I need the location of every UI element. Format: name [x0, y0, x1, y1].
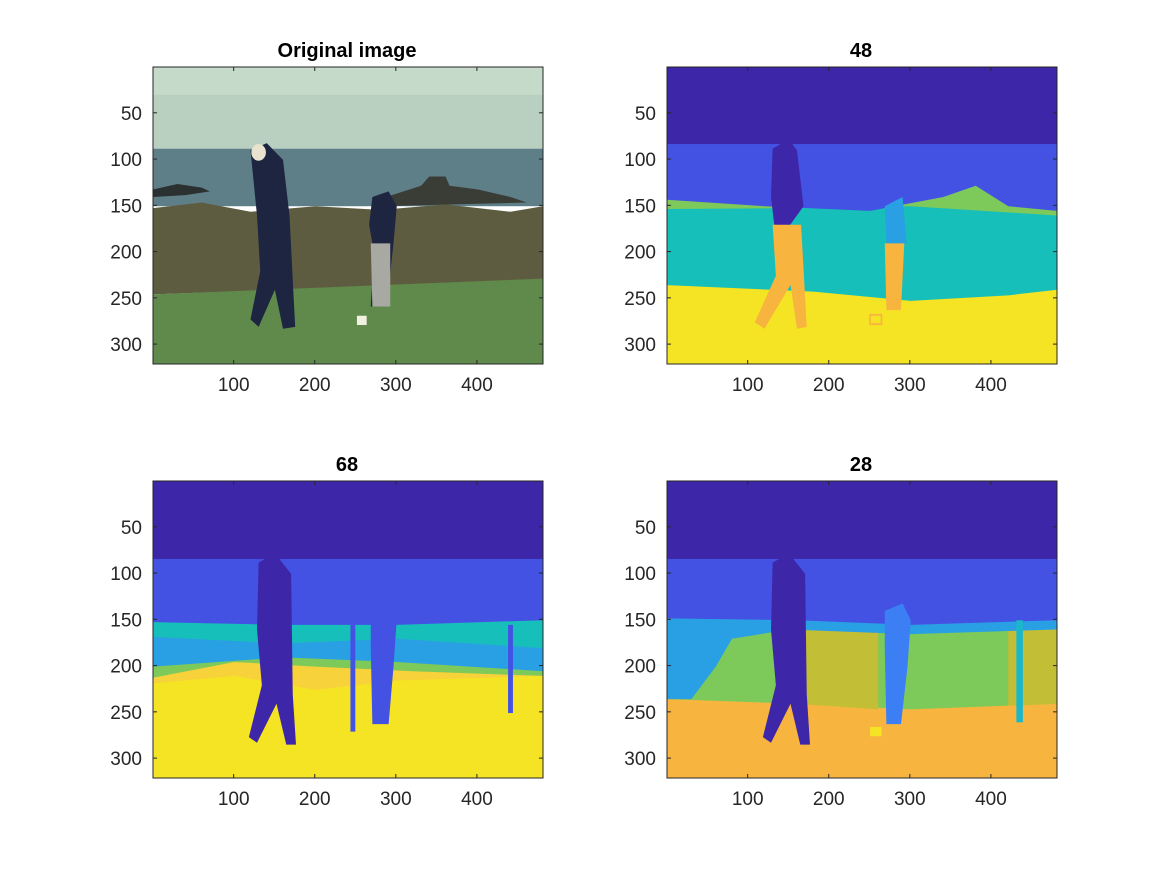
x-tick-label: 100 [218, 789, 250, 810]
seg-region-sky [667, 481, 1057, 559]
x-tick-label: 200 [813, 789, 845, 810]
axes-box [152, 480, 544, 779]
axes-box [666, 480, 1058, 779]
x-tick-label: 400 [975, 375, 1007, 396]
panel-seg-68: 68 100 200 300 400 50 100 150 200 250 300 [110, 454, 544, 810]
y-tick-label: 300 [624, 335, 656, 356]
x-tick-label: 200 [813, 375, 845, 396]
image-area [153, 67, 543, 364]
seg-pole [350, 620, 356, 732]
panel-seg-28: 28 100 200 300 400 50 100 150 200 250 300 [624, 454, 1058, 810]
y-tick-label: 300 [110, 749, 142, 770]
seg-golfer [762, 553, 810, 745]
y-tick-label: 200 [624, 243, 656, 264]
photo-spectator-legs [370, 243, 391, 307]
y-tick-label: 250 [624, 703, 656, 724]
panel-seg-48: 48 100 200 300 400 50 100 150 200 250 300 [624, 40, 1058, 396]
y-tick-label: 250 [110, 289, 142, 310]
image-area [667, 67, 1057, 364]
image-area [153, 481, 543, 778]
seg-spectator [884, 603, 911, 725]
y-tick-label: 100 [110, 564, 142, 585]
segmentation-image [153, 481, 543, 778]
panel-title: 48 [850, 40, 872, 62]
seg-region-olive-right [1008, 629, 1057, 706]
segmentation-image [667, 67, 1057, 364]
seg-region-sky [667, 67, 1057, 145]
seg-post [508, 624, 513, 714]
image-area [667, 481, 1057, 778]
photo-shrubs [153, 202, 543, 295]
x-tick-label: 100 [732, 375, 764, 396]
photo-golfer [250, 143, 296, 329]
y-tick-label: 100 [110, 150, 142, 171]
seg-golfer-upper [771, 139, 804, 227]
y-tick-label: 150 [110, 196, 142, 217]
x-tick-label: 300 [894, 375, 926, 396]
panel-title: 68 [336, 454, 358, 476]
seg-ball-marker [870, 726, 882, 737]
photo-rocks-left [153, 183, 210, 197]
photo-sky-upper [153, 67, 543, 95]
y-tick-label: 250 [110, 703, 142, 724]
y-tick-label: 50 [121, 518, 142, 539]
x-tick-label: 300 [380, 375, 412, 396]
x-tick-label: 400 [975, 789, 1007, 810]
y-tick-label: 200 [624, 657, 656, 678]
seg-ball-marker [869, 313, 883, 326]
panel-original-image: Original image 100 200 300 400 50 100 150 200 25… [110, 40, 544, 396]
segmentation-image [667, 481, 1057, 778]
seg-spectator [370, 597, 397, 725]
seg-region-sky [153, 481, 543, 559]
y-tick-label: 150 [624, 610, 656, 631]
y-tick-label: 100 [624, 150, 656, 171]
x-tick-label: 300 [894, 789, 926, 810]
y-tick-label: 100 [624, 564, 656, 585]
panel-title: 28 [850, 454, 872, 476]
y-tick-label: 200 [110, 657, 142, 678]
x-tick-label: 100 [732, 789, 764, 810]
seg-golfer-legs [754, 224, 807, 329]
seg-region-olive [797, 620, 879, 710]
seg-golfer [248, 553, 296, 745]
x-tick-label: 300 [380, 789, 412, 810]
photo-grass [153, 278, 543, 364]
x-tick-label: 200 [299, 789, 331, 810]
seg-spectator-legs [884, 243, 905, 311]
y-tick-label: 50 [635, 518, 656, 539]
x-tick-label: 400 [461, 789, 493, 810]
y-tick-label: 300 [110, 335, 142, 356]
y-tick-label: 250 [624, 289, 656, 310]
y-tick-label: 150 [624, 196, 656, 217]
y-tick-label: 300 [624, 749, 656, 770]
y-tick-label: 150 [110, 610, 142, 631]
photo-rocks-right [380, 176, 527, 207]
seg-post [1016, 620, 1023, 723]
photo-ball-marker [356, 315, 367, 326]
axes-box [666, 66, 1058, 365]
y-tick-label: 50 [121, 104, 142, 125]
y-tick-label: 50 [635, 104, 656, 125]
photo-golfer-cap [251, 144, 266, 161]
x-tick-label: 400 [461, 375, 493, 396]
x-tick-label: 100 [218, 375, 250, 396]
photo-image [153, 67, 543, 364]
seg-spectator-upper [884, 196, 907, 244]
panel-title: Original image [278, 40, 417, 62]
x-tick-label: 200 [299, 375, 331, 396]
y-tick-label: 200 [110, 243, 142, 264]
axes-box [152, 66, 544, 365]
